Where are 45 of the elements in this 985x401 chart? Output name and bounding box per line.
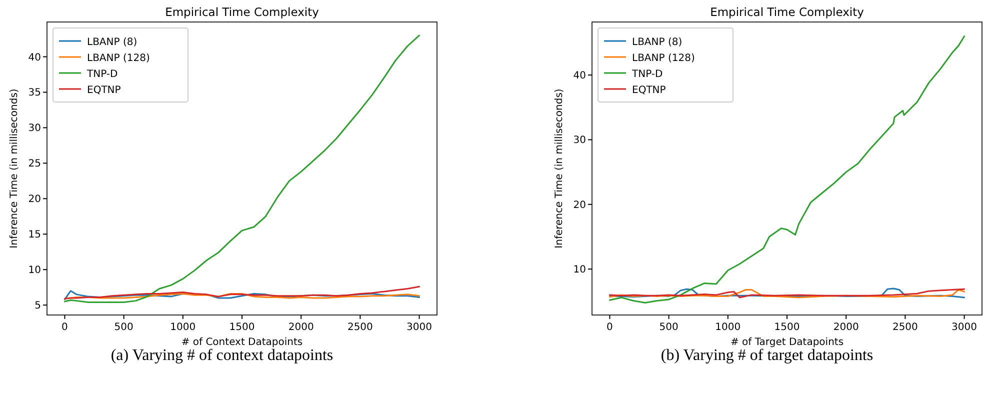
y-tick-label: 15 bbox=[28, 230, 41, 241]
line-series bbox=[64, 286, 420, 300]
x-tick-label: 2500 bbox=[892, 322, 918, 333]
y-tick-label: 10 bbox=[28, 265, 41, 276]
x-tick-label: 0 bbox=[606, 322, 613, 333]
x-tick-label: 1000 bbox=[170, 322, 196, 333]
legend-label: TNP-D bbox=[86, 69, 118, 80]
legend-label: EQTNP bbox=[87, 85, 121, 96]
x-tick-label: 0 bbox=[62, 322, 68, 333]
y-tick-label: 10 bbox=[573, 264, 586, 276]
y-tick-label: 25 bbox=[28, 158, 41, 170]
x-axis-title: # of Target Datapoints bbox=[730, 337, 844, 348]
legend-label: LBANP (8) bbox=[632, 37, 682, 48]
y-tick-label: 30 bbox=[28, 123, 41, 134]
y-tick-label: 20 bbox=[573, 200, 586, 211]
y-tick-label: 5 bbox=[34, 300, 41, 312]
y-tick-label: 30 bbox=[573, 135, 586, 146]
text: (a) Varying # of context datapoints bbox=[110, 347, 334, 364]
x-axis-title: # of Context Datapoints bbox=[181, 337, 303, 348]
y-axis-title: Inference Time (in milliseconds) bbox=[554, 88, 565, 248]
legend-label: EQTNP bbox=[632, 85, 666, 96]
x-tick-label: 1000 bbox=[715, 322, 741, 333]
line-series bbox=[64, 34, 420, 303]
x-tick-label: 500 bbox=[114, 322, 134, 333]
y-tick-label: 20 bbox=[28, 194, 41, 206]
line-series bbox=[608, 35, 966, 304]
chart-title: Empirical Time Complexity bbox=[710, 5, 864, 19]
y-tick-label: 35 bbox=[28, 88, 41, 99]
legend-label: TNP-D bbox=[631, 69, 664, 80]
y-axis-title: Inference Time (in milliseconds) bbox=[9, 88, 20, 248]
legend-label: LBANP (8) bbox=[87, 37, 138, 48]
x-tick-label: 500 bbox=[659, 322, 678, 333]
x-tick-label: 1500 bbox=[229, 322, 255, 333]
legend-label: LBANP (128) bbox=[632, 53, 695, 64]
legend-label: LBANP (128) bbox=[87, 53, 150, 64]
y-tick-label: 40 bbox=[28, 52, 41, 64]
x-tick-label: 2500 bbox=[347, 322, 373, 333]
y-tick-label: 40 bbox=[573, 70, 586, 82]
x-tick-label: 2000 bbox=[288, 322, 314, 333]
x-tick-label: 3000 bbox=[406, 322, 432, 333]
x-tick-label: 3000 bbox=[952, 322, 977, 333]
chart-title: Empirical Time Complexity bbox=[165, 5, 320, 19]
text: (b) Varying # of target datapoints bbox=[660, 347, 874, 364]
x-tick-label: 1500 bbox=[774, 322, 800, 333]
x-tick-label: 2000 bbox=[833, 322, 859, 333]
